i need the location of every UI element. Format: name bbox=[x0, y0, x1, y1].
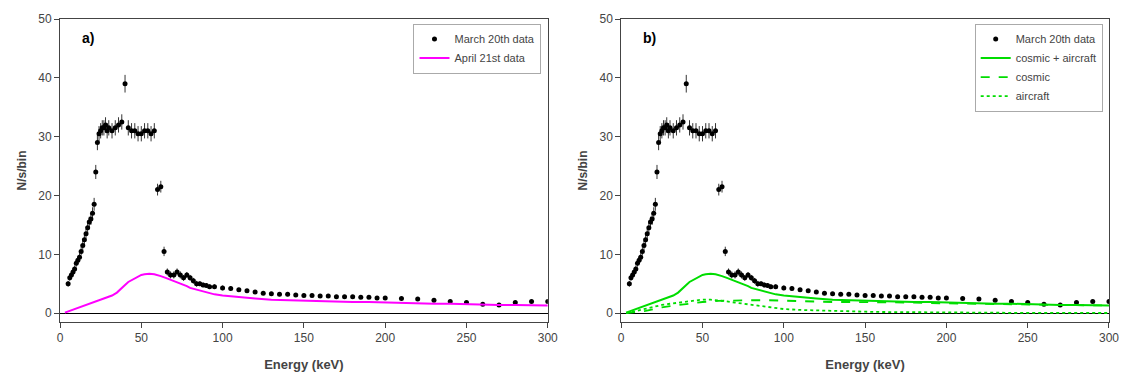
svg-text:b): b) bbox=[643, 30, 656, 46]
svg-text:10: 10 bbox=[38, 248, 52, 262]
svg-text:Energy (keV): Energy (keV) bbox=[825, 357, 904, 372]
svg-text:200: 200 bbox=[375, 331, 395, 345]
svg-text:50: 50 bbox=[135, 331, 149, 345]
svg-text:aircraft: aircraft bbox=[1016, 90, 1050, 102]
svg-text:150: 150 bbox=[294, 331, 314, 345]
svg-text:40: 40 bbox=[599, 71, 613, 85]
svg-text:50: 50 bbox=[696, 331, 710, 345]
svg-text:0: 0 bbox=[618, 331, 625, 345]
svg-text:0: 0 bbox=[606, 306, 613, 320]
svg-text:300: 300 bbox=[1099, 331, 1119, 345]
svg-text:200: 200 bbox=[936, 331, 956, 345]
svg-text:0: 0 bbox=[57, 331, 64, 345]
svg-text:250: 250 bbox=[1018, 331, 1038, 345]
svg-text:0: 0 bbox=[45, 306, 52, 320]
svg-text:20: 20 bbox=[599, 189, 613, 203]
svg-text:150: 150 bbox=[855, 331, 875, 345]
svg-text:10: 10 bbox=[599, 248, 613, 262]
svg-text:Energy (keV): Energy (keV) bbox=[264, 357, 343, 372]
svg-text:30: 30 bbox=[38, 130, 52, 144]
svg-text:April 21st data: April 21st data bbox=[454, 52, 525, 64]
svg-text:100: 100 bbox=[774, 331, 794, 345]
svg-text:300: 300 bbox=[538, 331, 558, 345]
svg-text:N/s/bin: N/s/bin bbox=[15, 150, 29, 190]
svg-text:250: 250 bbox=[456, 331, 476, 345]
svg-text:a): a) bbox=[82, 30, 94, 46]
svg-text:cosmic + aircraft: cosmic + aircraft bbox=[1016, 52, 1096, 64]
svg-text:50: 50 bbox=[38, 12, 52, 26]
svg-text:N/s/bin: N/s/bin bbox=[576, 150, 590, 190]
svg-text:March 20th data: March 20th data bbox=[454, 33, 534, 45]
svg-text:March 20th data: March 20th data bbox=[1016, 33, 1096, 45]
svg-text:40: 40 bbox=[38, 71, 52, 85]
svg-text:30: 30 bbox=[599, 130, 613, 144]
svg-text:100: 100 bbox=[213, 331, 233, 345]
svg-text:50: 50 bbox=[599, 12, 613, 26]
svg-text:20: 20 bbox=[38, 189, 52, 203]
svg-text:cosmic: cosmic bbox=[1016, 71, 1051, 83]
